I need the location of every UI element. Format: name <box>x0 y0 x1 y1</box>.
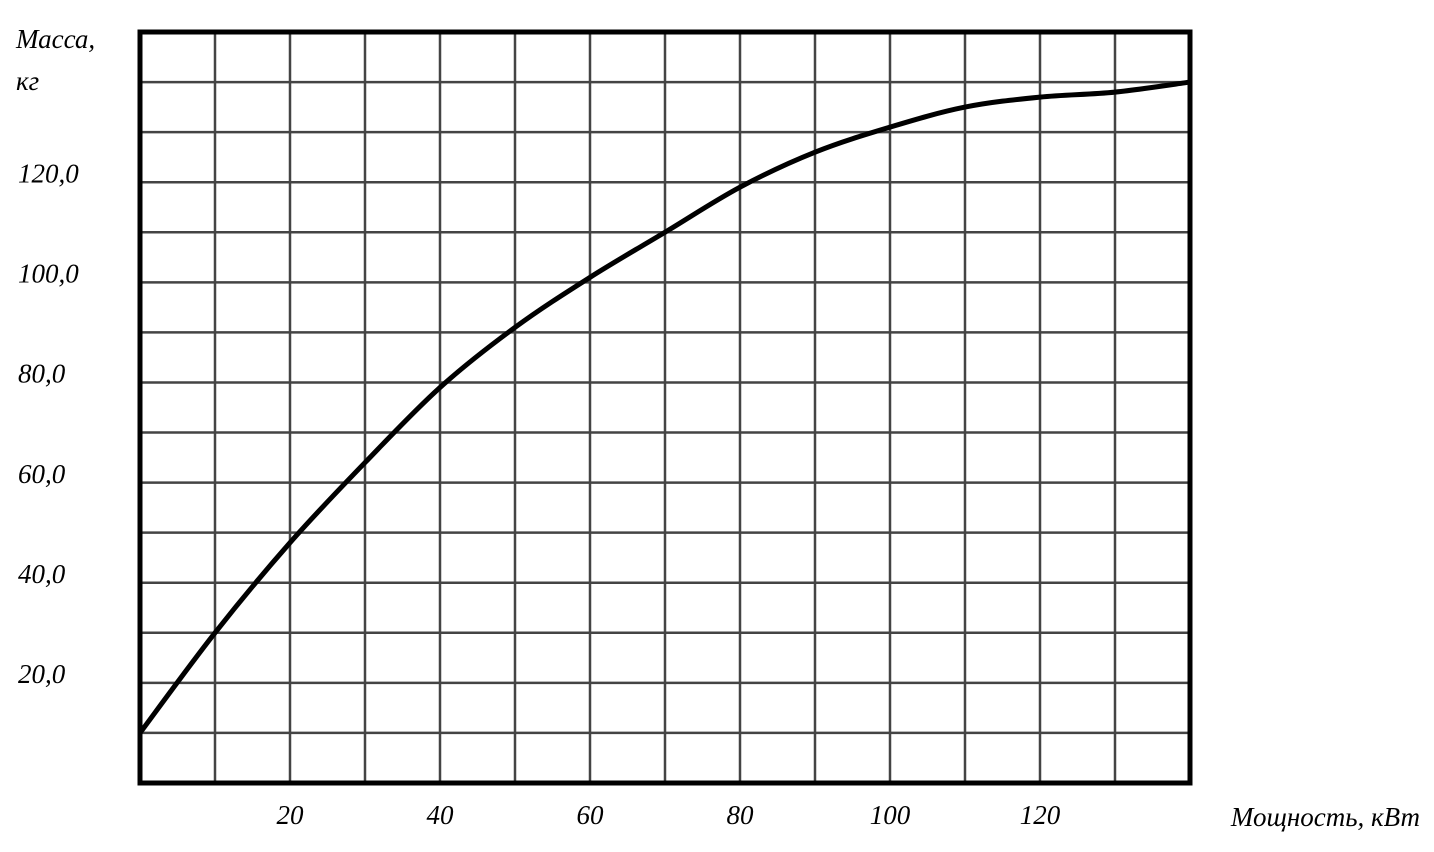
x-tick-label: 20 <box>277 800 305 830</box>
x-tick-label: 80 <box>727 800 755 830</box>
x-axis-label: Мощность, кВт <box>1230 802 1420 832</box>
y-tick-label: 120,0 <box>18 158 79 188</box>
y-tick-label: 20,0 <box>18 659 66 689</box>
y-tick-label: 40,0 <box>18 559 66 589</box>
x-tick-label: 100 <box>870 800 911 830</box>
y-axis-label: кг <box>16 66 39 96</box>
y-axis-label: Масса, <box>15 24 95 54</box>
y-tick-label: 60,0 <box>18 459 66 489</box>
x-tick-label: 40 <box>427 800 455 830</box>
plot-frame <box>137 29 1193 786</box>
y-tick-label: 100,0 <box>18 259 79 289</box>
data-line <box>137 79 1191 735</box>
y-tick-label: 80,0 <box>18 359 66 389</box>
x-tick-label: 120 <box>1020 800 1061 830</box>
x-tick-label: 60 <box>577 800 605 830</box>
